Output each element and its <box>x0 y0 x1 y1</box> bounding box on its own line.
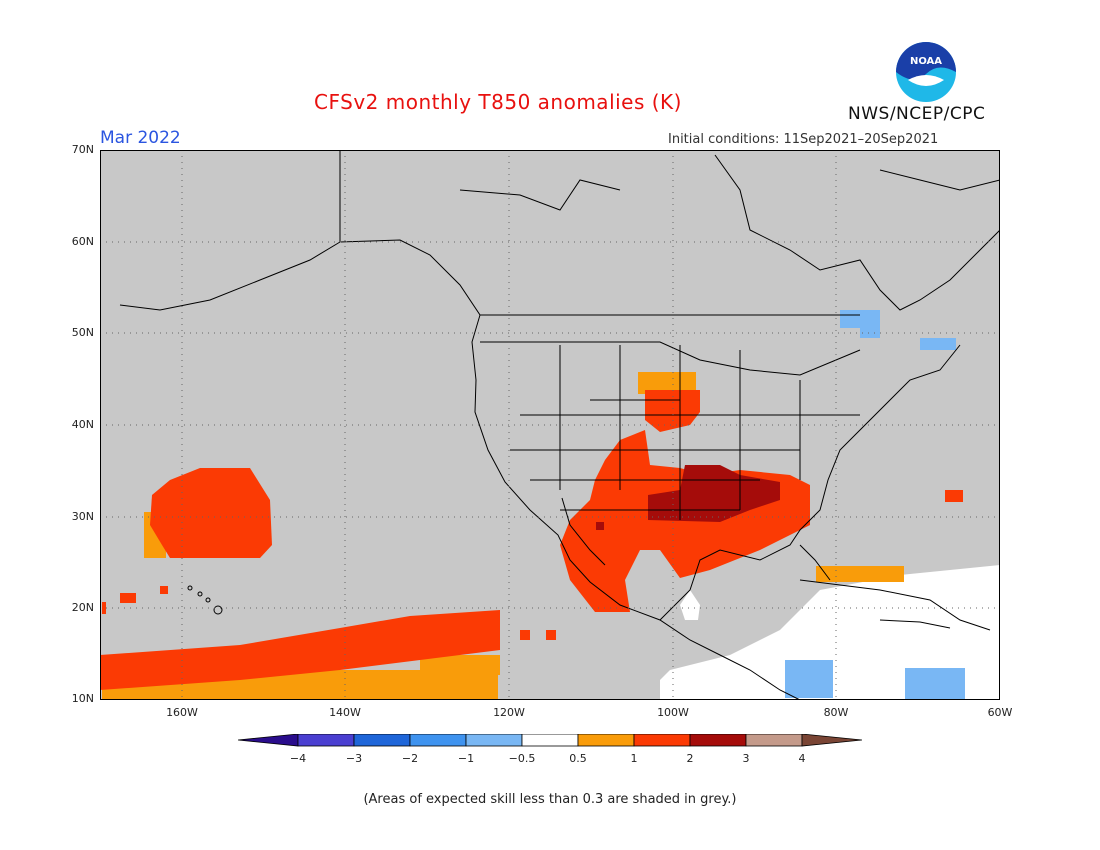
colorbar-label: −1 <box>457 752 475 765</box>
hawaii-islands <box>187 585 223 615</box>
anomaly-map <box>100 150 1000 700</box>
colorbar-label: 0.5 <box>569 752 587 765</box>
noaa-logo-icon: NOAA <box>896 42 956 102</box>
colorbar-swatch <box>633 734 691 747</box>
lat-label-20n: 20N <box>71 601 94 614</box>
colorbar-swatch <box>745 734 803 747</box>
lon-label-140w: 140W <box>329 706 361 719</box>
organization-label: NWS/NCEP/CPC <box>848 104 986 124</box>
colorbar-label: 1 <box>630 752 638 765</box>
lon-label-100w: 100W <box>657 706 689 719</box>
lat-label-70n: 70N <box>71 143 94 156</box>
neutral-region-gulf <box>680 590 700 620</box>
colorbar-label: −4 <box>289 752 307 765</box>
skill-footnote: (Areas of expected skill less than 0.3 a… <box>363 792 737 807</box>
noaa-logo-text: NOAA <box>910 56 942 67</box>
lon-label-80w: 80W <box>823 706 849 719</box>
lat-label-60n: 60N <box>71 235 94 248</box>
colorbar-swatch <box>577 734 635 747</box>
colorbar-swatch <box>521 734 579 747</box>
colorbar-swatches <box>238 734 862 747</box>
colorbar-arrow-low <box>238 734 299 747</box>
colorbar-swatch <box>465 734 523 747</box>
colorbar-label: −0.5 <box>508 752 536 765</box>
map-frame <box>100 150 1000 700</box>
coastlines <box>119 150 1000 700</box>
colorbar-swatch <box>353 734 411 747</box>
lat-label-10n: 10N <box>71 692 94 705</box>
lon-label-60w: 60W <box>987 706 1013 719</box>
colorbar-swatch <box>409 734 467 747</box>
anomaly-2-3-patches <box>596 465 780 530</box>
colorbar-swatch <box>689 734 747 747</box>
colorbar-arrow-high <box>801 734 862 747</box>
colorbar-label: −3 <box>345 752 363 765</box>
lon-label-160w: 160W <box>166 706 198 719</box>
lat-label-30n: 30N <box>71 510 94 523</box>
colorbar-label: 4 <box>798 752 806 765</box>
colorbar-label: 2 <box>686 752 694 765</box>
lat-label-50n: 50N <box>71 326 94 339</box>
map-title-text: CFSv2 monthly T850 anomalies (K) <box>314 90 682 114</box>
colorbar <box>238 734 862 747</box>
lat-label-40n: 40N <box>71 418 94 431</box>
colorbar-label: −2 <box>401 752 419 765</box>
colorbar-label: 3 <box>742 752 750 765</box>
gridlines <box>100 150 1000 700</box>
initial-conditions: Initial conditions: 11Sep2021–20Sep2021 <box>668 132 939 147</box>
colorbar-swatch <box>297 734 355 747</box>
map-title: CFSv2 monthly T850 anomalies (K) <box>0 90 1100 114</box>
neutral-region-caribbean <box>660 565 1000 700</box>
forecast-month: Mar 2022 <box>100 128 181 148</box>
lon-label-120w: 120W <box>493 706 525 719</box>
